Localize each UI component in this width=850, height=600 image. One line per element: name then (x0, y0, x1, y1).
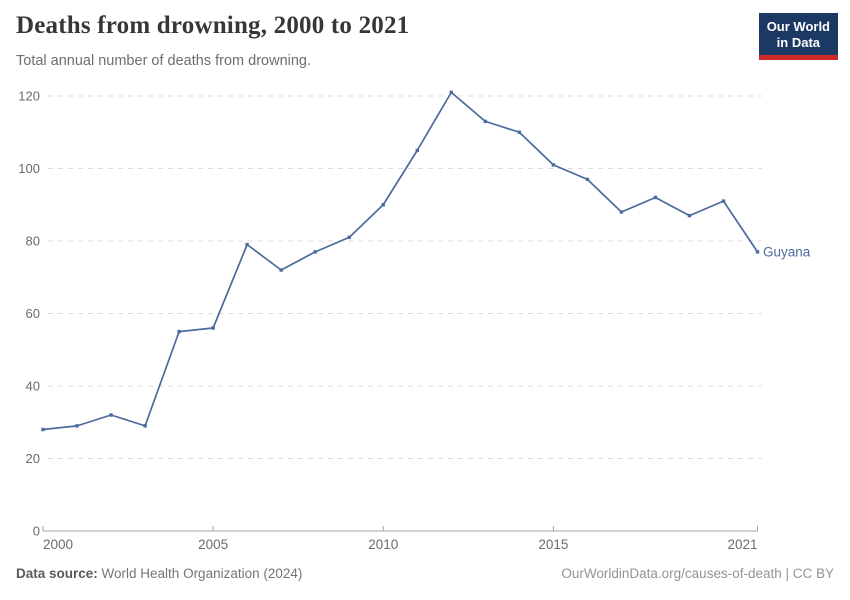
y-tick-label: 40 (26, 378, 40, 393)
y-tick-label: 120 (18, 88, 40, 103)
data-point-marker[interactable] (483, 119, 488, 124)
series-line[interactable] (42, 91, 759, 431)
x-tick-label: 2010 (368, 537, 398, 552)
series-end-label[interactable]: Guyana (763, 244, 811, 259)
data-point-marker[interactable] (551, 163, 556, 167)
data-source-value: World Health Organization (2024) (97, 566, 303, 581)
data-point-marker[interactable] (245, 242, 249, 247)
y-tick-label: 60 (26, 306, 40, 321)
data-point-marker[interactable] (721, 199, 726, 203)
data-point-marker[interactable] (143, 424, 147, 428)
chart-title: Deaths from drowning, 2000 to 2021 (16, 12, 410, 39)
data-point-marker[interactable] (619, 210, 624, 214)
data-point-marker[interactable] (415, 148, 419, 153)
data-point-marker[interactable] (177, 329, 181, 334)
data-point-marker[interactable] (211, 326, 215, 330)
data-point-marker[interactable] (75, 424, 79, 428)
data-point-marker[interactable] (517, 130, 522, 134)
data-point-marker[interactable] (347, 235, 351, 240)
data-point-marker[interactable] (449, 90, 453, 95)
data-point-marker[interactable] (653, 195, 658, 200)
x-tick-label: 2015 (538, 537, 568, 552)
x-tick-label: 2021 (727, 537, 757, 552)
x-tick-label: 2005 (198, 537, 228, 552)
y-tick-label: 20 (26, 451, 40, 466)
x-tick-label: 2000 (43, 537, 73, 552)
y-tick-label: 100 (18, 161, 40, 176)
attribution-link[interactable]: OurWorldinData.org/causes-of-death | CC … (561, 566, 834, 581)
y-tick-label: 80 (26, 233, 40, 248)
chart-subtitle: Total annual number of deaths from drown… (16, 53, 312, 69)
data-point-marker[interactable] (687, 213, 692, 218)
data-point-marker[interactable] (109, 413, 113, 417)
data-point-marker[interactable] (41, 427, 45, 432)
owid-logo[interactable]: Our World in Data (758, 13, 838, 61)
data-source: Data source: World Health Organization (… (16, 566, 302, 581)
y-tick-label: 0 (33, 523, 40, 538)
chart-footer: Data source: World Health Organization (… (0, 566, 850, 581)
data-point-marker[interactable] (585, 177, 590, 182)
data-point-marker[interactable] (381, 203, 385, 207)
data-source-label: Data source: (16, 566, 98, 581)
data-point-marker[interactable] (279, 268, 283, 272)
owid-logo-line2: in Data (776, 34, 821, 50)
data-point-marker[interactable] (755, 250, 760, 254)
owid-logo-line1: Our World (766, 19, 830, 34)
data-point-marker[interactable] (313, 250, 317, 254)
